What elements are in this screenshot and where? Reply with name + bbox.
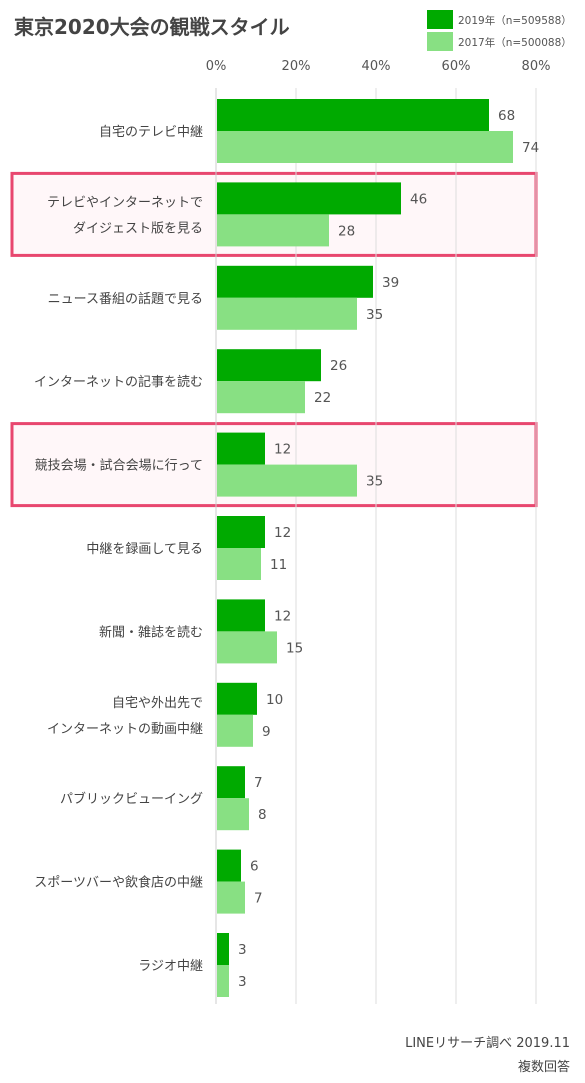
value-label: 3 xyxy=(238,942,247,958)
bar-2019 xyxy=(217,349,321,382)
category-label: ニュース番組の話題で見る xyxy=(48,291,203,307)
bar-2019 xyxy=(217,432,265,465)
bar-2017 xyxy=(217,881,245,914)
value-label: 12 xyxy=(274,442,291,458)
bar-2019 xyxy=(217,766,245,799)
bar-2017 xyxy=(217,297,357,330)
value-label: 8 xyxy=(258,807,267,823)
bar-2019 xyxy=(217,849,241,882)
category-label: 自宅や外出先で xyxy=(112,696,203,711)
x-axis-ticks: 0% 20% 40% 60% 80% xyxy=(206,59,551,74)
value-label: 22 xyxy=(314,390,331,406)
x-tick-label: 0% xyxy=(206,59,227,74)
value-label: 35 xyxy=(366,307,383,323)
bar-2019 xyxy=(217,182,401,215)
value-label: 12 xyxy=(274,608,291,624)
bar-2017 xyxy=(217,131,513,163)
category-labels: 自宅のテレビ中継テレビやインターネットでダイジェスト版を見るニュース番組の話題で… xyxy=(34,125,203,974)
bar-2017 xyxy=(217,464,357,497)
value-label: 12 xyxy=(274,525,291,541)
category-label: テレビやインターネットで xyxy=(47,195,203,210)
source-note: LINEリサーチ調べ 2019.11 xyxy=(405,1036,570,1051)
category-label: 自宅のテレビ中継 xyxy=(99,125,203,140)
value-label: 74 xyxy=(522,140,539,156)
bar-2019 xyxy=(217,265,373,298)
value-label: 26 xyxy=(330,358,347,374)
category-label: ラジオ中継 xyxy=(138,959,203,974)
value-label: 68 xyxy=(498,108,515,124)
value-label: 10 xyxy=(266,692,283,708)
value-label: 35 xyxy=(366,474,383,490)
value-label: 3 xyxy=(238,974,247,990)
value-label: 39 xyxy=(382,275,399,291)
bar-2017 xyxy=(217,214,329,247)
bar-2019 xyxy=(217,516,265,548)
legend: 2019年（n=509588） 2017年（n=500088） xyxy=(427,10,572,51)
category-label: 新聞・雑誌を読む xyxy=(99,624,203,640)
category-label: スポーツバーや飲食店の中継 xyxy=(34,875,203,891)
bar-2017 xyxy=(217,548,261,580)
legend-label: 2017年（n=500088） xyxy=(458,36,572,49)
bar-2019 xyxy=(217,933,229,965)
value-label: 11 xyxy=(270,557,287,573)
category-label: インターネットの記事を読む xyxy=(34,374,203,390)
value-label: 7 xyxy=(254,775,263,791)
chart-title: 東京2020大会の観戦スタイル xyxy=(14,15,290,39)
bar-2019 xyxy=(217,599,265,632)
bar-2017 xyxy=(217,631,277,664)
bars xyxy=(217,99,513,997)
category-label: インターネットの動画中継 xyxy=(47,722,203,737)
x-tick-label: 40% xyxy=(362,59,391,74)
answer-note: 複数回答 xyxy=(518,1059,570,1075)
x-tick-label: 20% xyxy=(282,59,311,74)
legend-swatch xyxy=(427,32,453,51)
bar-2019 xyxy=(217,682,257,715)
bar-2017 xyxy=(217,965,229,997)
category-label: 中継を録画して見る xyxy=(86,542,203,557)
x-tick-label: 80% xyxy=(522,59,551,74)
bar-2017 xyxy=(217,714,253,747)
bar-2019 xyxy=(217,99,489,131)
value-label: 6 xyxy=(250,859,259,875)
category-label: ダイジェスト版を見る xyxy=(73,221,203,236)
category-label: 競技会場・試合会場に行って xyxy=(35,458,203,474)
value-labels: 68 74 46 28 39 35 26 22 12 35 12 11 12 15 10 9 7 8 6 7 3 3 xyxy=(238,108,539,990)
value-label: 9 xyxy=(262,724,271,740)
legend-swatch xyxy=(427,10,453,29)
category-label: パブリックビューイング xyxy=(60,791,203,807)
value-label: 46 xyxy=(410,191,427,207)
bar-2017 xyxy=(217,381,305,414)
bar-2017 xyxy=(217,798,249,831)
value-label: 15 xyxy=(286,640,303,656)
value-label: 7 xyxy=(254,891,263,907)
x-tick-label: 60% xyxy=(442,59,471,74)
value-label: 28 xyxy=(338,223,355,239)
legend-label: 2019年（n=509588） xyxy=(458,14,572,27)
